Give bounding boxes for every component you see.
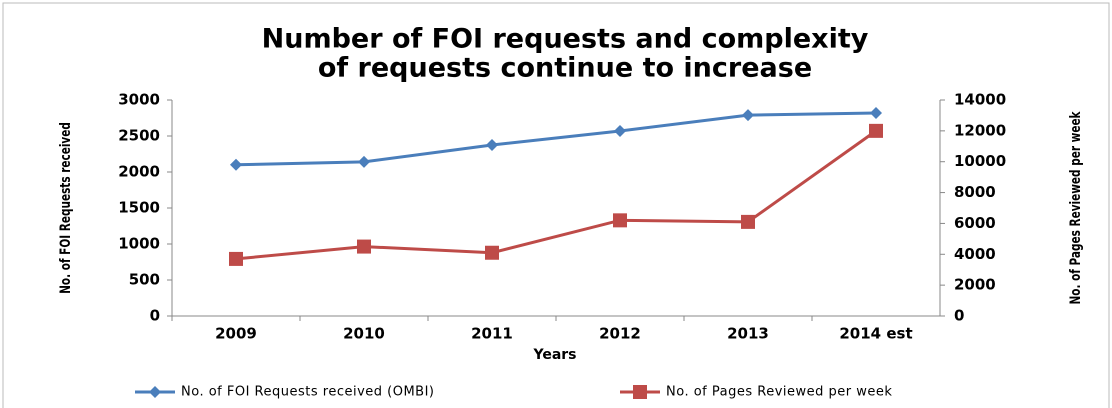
y2-tick-label: 6000: [954, 214, 996, 232]
data-point: [613, 213, 627, 228]
y-tick-label: 3000: [118, 91, 160, 109]
y-axis-label: No. of FOI Requests received: [58, 122, 74, 294]
y2-tick-label: 12000: [954, 121, 1006, 139]
data-point: [230, 158, 242, 171]
x-axis-label: Years: [532, 347, 576, 363]
chart-title: Number of FOI requests and complexity: [262, 24, 869, 55]
legend-label: No. of FOI Requests received (OMBI): [181, 385, 435, 400]
y2-axis-label: No. of Pages Reviewed per week: [1068, 111, 1084, 305]
data-point: [485, 245, 499, 260]
data-point: [358, 155, 370, 168]
chart-title: of requests continue to increase: [318, 53, 812, 84]
y-tick-label: 1500: [118, 199, 160, 217]
x-tick-label: 2011: [471, 325, 513, 343]
y2-tick-label: 0: [954, 307, 964, 325]
x-tick-label: 2009: [215, 325, 257, 343]
data-point: [869, 123, 883, 138]
y2-tick-label: 2000: [954, 276, 996, 294]
data-point: [357, 239, 371, 254]
x-tick-label: 2010: [343, 325, 385, 343]
x-tick-label: 2014 est: [839, 325, 912, 343]
y2-tick-label: 4000: [954, 245, 996, 263]
data-point: [486, 139, 498, 151]
series-line: [235, 111, 877, 167]
data-point: [149, 386, 161, 398]
data-point: [742, 109, 754, 122]
y-tick-label: 1000: [118, 235, 160, 253]
data-point: [229, 251, 243, 266]
y2-tick-label: 14000: [954, 91, 1006, 109]
series-line: [235, 129, 877, 261]
data-point: [614, 124, 626, 137]
y-tick-label: 500: [129, 271, 160, 289]
data-point: [870, 106, 882, 119]
y-tick-label: 2500: [118, 127, 160, 145]
legend-label: No. of Pages Reviewed per week: [666, 385, 892, 400]
y2-tick-label: 8000: [954, 183, 996, 201]
x-tick-label: 2012: [599, 325, 641, 343]
x-tick-label: 2013: [727, 325, 769, 343]
y-tick-label: 0: [150, 307, 160, 325]
data-point: [633, 385, 647, 399]
data-point: [741, 214, 755, 229]
y-tick-label: 2000: [118, 163, 160, 181]
y2-tick-label: 10000: [954, 152, 1006, 170]
